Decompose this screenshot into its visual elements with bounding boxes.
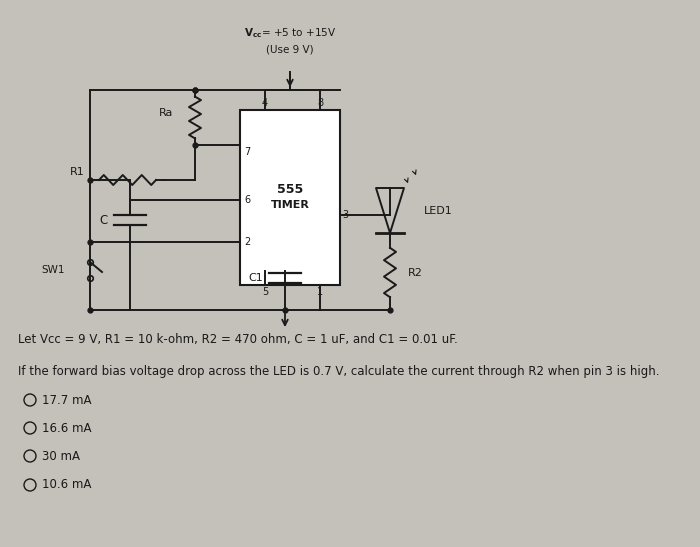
Text: Let Vcc = 9 V, R1 = 10 k-ohm, R2 = 470 ohm, C = 1 uF, and C1 = 0.01 uF.: Let Vcc = 9 V, R1 = 10 k-ohm, R2 = 470 o… bbox=[18, 334, 458, 346]
Text: 3: 3 bbox=[342, 210, 348, 220]
Text: 555: 555 bbox=[277, 183, 303, 196]
Text: 8: 8 bbox=[317, 98, 323, 108]
Text: 10.6 mA: 10.6 mA bbox=[42, 479, 92, 492]
Text: C1: C1 bbox=[248, 273, 263, 283]
Text: 4: 4 bbox=[262, 98, 268, 108]
Text: 1: 1 bbox=[317, 287, 323, 297]
Bar bbox=[240, 110, 340, 285]
Text: SW1: SW1 bbox=[41, 265, 65, 275]
Text: 6: 6 bbox=[244, 195, 250, 205]
Text: 17.7 mA: 17.7 mA bbox=[42, 393, 92, 406]
Text: (Use 9 V): (Use 9 V) bbox=[266, 45, 314, 55]
Text: C: C bbox=[99, 213, 108, 226]
Text: TIMER: TIMER bbox=[271, 201, 309, 211]
Text: 7: 7 bbox=[244, 147, 251, 157]
Text: 30 mA: 30 mA bbox=[42, 450, 80, 463]
Text: 2: 2 bbox=[244, 237, 251, 247]
Text: Ra: Ra bbox=[159, 108, 173, 118]
Text: $\mathbf{V_{cc}}$= +5 to +15V: $\mathbf{V_{cc}}$= +5 to +15V bbox=[244, 26, 336, 40]
Text: 16.6 mA: 16.6 mA bbox=[42, 422, 92, 434]
Text: R1: R1 bbox=[70, 167, 85, 177]
Text: 5: 5 bbox=[262, 287, 268, 297]
Text: R2: R2 bbox=[408, 267, 423, 277]
Text: LED1: LED1 bbox=[424, 206, 453, 216]
Text: If the forward bias voltage drop across the LED is 0.7 V, calculate the current : If the forward bias voltage drop across … bbox=[18, 365, 659, 379]
